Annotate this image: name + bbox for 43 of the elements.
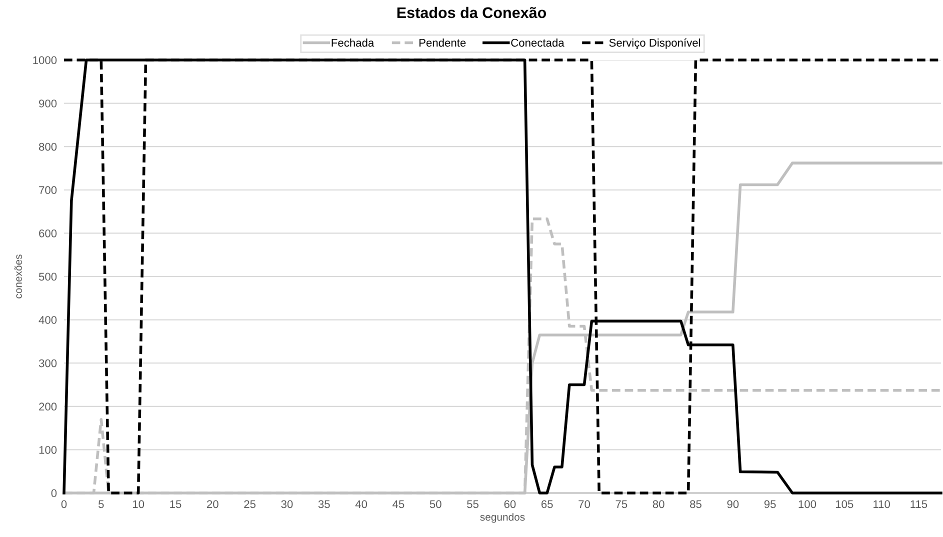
y-tick-label: 800 <box>39 142 57 151</box>
x-tick-label: 10 <box>132 500 144 508</box>
line-series <box>62 58 942 494</box>
x-tick-label: 75 <box>616 500 628 508</box>
x-tick-label: 55 <box>467 500 478 508</box>
x-tick-label: 15 <box>170 500 182 508</box>
y-tick-label: 600 <box>39 229 57 238</box>
y-tick-label: 0 <box>51 489 57 498</box>
x-tick-label: 70 <box>578 500 590 508</box>
legend-label: Serviço Disponível <box>609 38 700 49</box>
x-tick-label: 95 <box>764 500 776 508</box>
legend-label: Fechada <box>332 38 374 47</box>
y-axis-title: conexões <box>14 254 22 298</box>
y-tick-label: 700 <box>39 186 57 194</box>
x-tick-label: 110 <box>874 500 890 508</box>
y-tick-label: 100 <box>39 446 57 454</box>
chart-title: Estados da Conexão <box>397 6 546 18</box>
x-tick-label: 45 <box>392 500 404 508</box>
y-tick-label: 300 <box>38 359 57 368</box>
x-tick-label: 80 <box>652 500 664 508</box>
y-tick-label: 900 <box>39 100 57 108</box>
legend-label: Conectada <box>511 38 564 47</box>
x-tick-label: 5 <box>98 500 104 508</box>
x-tick-label: 0 <box>61 500 67 508</box>
legend-label: Pendente <box>419 38 466 47</box>
x-tick-label: 85 <box>690 500 702 508</box>
x-tick-label: 115 <box>910 500 928 508</box>
y-tick-label: 200 <box>39 402 57 411</box>
x-tick-label: 30 <box>281 500 293 508</box>
x-tick-label: 35 <box>318 500 330 508</box>
x-tick-label: 50 <box>430 500 442 508</box>
x-tick-label: 100 <box>798 500 816 508</box>
y-tick-label: 1000 <box>33 56 57 64</box>
x-axis-title: segundos <box>480 513 525 523</box>
y-tick-label: 400 <box>38 316 57 324</box>
x-tick-label: 40 <box>355 500 368 508</box>
x-tick-label: 105 <box>836 500 854 508</box>
x-tick-label: 20 <box>207 500 218 508</box>
x-tick-label: 90 <box>727 500 739 508</box>
x-tick-label: 25 <box>244 500 256 508</box>
x-tick-label: 65 <box>541 500 553 508</box>
x-tick-label: 60 <box>504 500 516 508</box>
y-tick-label: 500 <box>38 272 57 281</box>
